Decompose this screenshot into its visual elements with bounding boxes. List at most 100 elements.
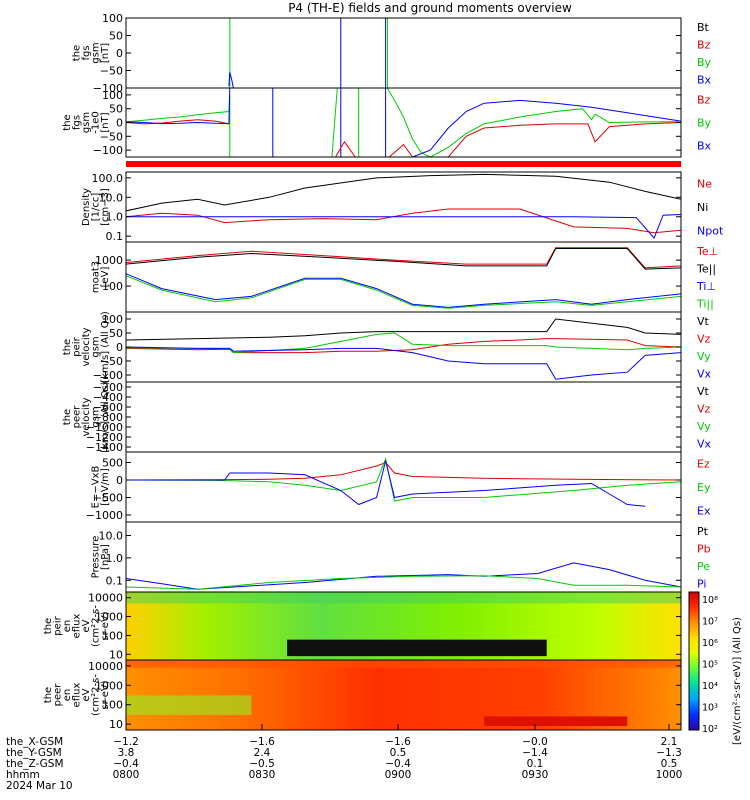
y-tick-label: 1000 bbox=[95, 679, 123, 692]
series-line-3 bbox=[126, 275, 681, 309]
red-strip bbox=[126, 161, 681, 167]
heatmap-low-flux-region bbox=[126, 695, 252, 715]
series-line-10 bbox=[447, 122, 681, 157]
panel-peer-velocity: −200−400−600−800−1000−1200−1400 thepeerve… bbox=[62, 381, 712, 454]
panel-density: 100.0 10.0 1.0 0.1 Density[1/cc][cm−3] Ne Ni Np… bbox=[81, 171, 724, 243]
y-axis-label: sr-eV) bbox=[100, 611, 111, 640]
series-line-2 bbox=[126, 460, 646, 507]
heatmap-high-energy-band bbox=[126, 592, 681, 604]
legend-entry: Ne bbox=[697, 178, 712, 191]
legend-entry: Ti|| bbox=[696, 297, 714, 310]
series-group bbox=[126, 88, 681, 157]
y-tick-label: 50 bbox=[109, 103, 123, 116]
colorbar-label: [eV/(cm²·s·sr·eV)] (All Qs) bbox=[732, 617, 743, 745]
series-line-3 bbox=[126, 346, 681, 380]
y-tick-label: 0.1 bbox=[106, 574, 124, 587]
y-tick-label: 1.0 bbox=[106, 211, 124, 224]
x-row-value: −1.6 bbox=[385, 736, 411, 748]
x-row-label: the_Y-GSM bbox=[6, 747, 62, 759]
legend-entry: Pt bbox=[697, 525, 709, 538]
colorbar-tick-label: 10⁶ bbox=[702, 638, 718, 649]
y-tick-label: −600 bbox=[93, 401, 123, 414]
legend-entry: Bz bbox=[697, 38, 711, 51]
y-tick-label: 100 bbox=[102, 313, 123, 326]
y-tick-label: 100 bbox=[102, 280, 123, 293]
legend-entry: Bz bbox=[697, 94, 711, 107]
series-line-4 bbox=[331, 88, 360, 157]
y-axis-label: -1e0 bbox=[91, 111, 102, 134]
panel-background bbox=[126, 18, 681, 88]
legend-entry: Vy bbox=[697, 420, 711, 433]
y-axis-label: peir bbox=[72, 336, 83, 356]
y-axis-label: E=−VxB bbox=[91, 466, 102, 509]
legend-entry: Te⊥ bbox=[696, 245, 718, 258]
x-row-value: 1000 bbox=[656, 769, 683, 781]
series-line-6 bbox=[386, 88, 431, 157]
series-line-2 bbox=[126, 332, 681, 354]
y-axis-label: the bbox=[62, 114, 73, 130]
y-tick-label: 0 bbox=[116, 474, 123, 487]
heatmap-overlay bbox=[126, 592, 681, 657]
series-group bbox=[126, 173, 681, 239]
x-row-value: −1.6 bbox=[249, 736, 275, 748]
y-tick-label: 100 bbox=[102, 629, 123, 642]
y-axis-label: [1/cc] bbox=[91, 193, 102, 222]
y-tick-label: −1000 bbox=[86, 509, 123, 522]
y-tick-label: −100 bbox=[93, 369, 123, 382]
y-tick-label: 10.0 bbox=[99, 191, 124, 204]
panel-background bbox=[126, 452, 681, 522]
y-tick-label: 1.0 bbox=[106, 552, 124, 565]
legend-entry: Npot bbox=[697, 224, 724, 237]
colorbar-tick-label: 10² bbox=[702, 724, 718, 735]
y-tick-label: −50 bbox=[100, 130, 123, 143]
y-axis-label: [nT] bbox=[100, 112, 111, 132]
y-tick-label: 0.1 bbox=[106, 230, 124, 243]
legend-entry: Pi bbox=[697, 577, 706, 590]
panel-background bbox=[126, 88, 681, 157]
series-group bbox=[228, 18, 388, 88]
y-axis-label: fgs bbox=[81, 45, 92, 60]
x-row-value: −1.4 bbox=[522, 747, 548, 759]
legend-entry: Ex bbox=[697, 504, 711, 517]
series-line-9 bbox=[430, 108, 681, 157]
series-group bbox=[126, 457, 681, 507]
series-line-2 bbox=[126, 88, 274, 157]
x-row-value: 0.1 bbox=[527, 758, 544, 770]
legend-entry: Bt bbox=[697, 21, 710, 34]
y-tick-label: 500 bbox=[102, 457, 123, 470]
legend-entry: Te|| bbox=[696, 262, 716, 275]
legend-entry: Pb bbox=[697, 542, 711, 555]
heatmap-intense-band bbox=[484, 716, 628, 727]
panel-peer-spectrogram: 10000 1000 100 10 thepeerenefluxeV(cm²2-s-sr… bbox=[43, 659, 682, 731]
x-row-value: −0.4 bbox=[385, 758, 411, 770]
legend-entry: Bx bbox=[697, 73, 712, 86]
x-row-value: 0900 bbox=[385, 769, 412, 781]
y-axis-label: the bbox=[62, 339, 73, 355]
colorbar-bar bbox=[688, 591, 700, 731]
y-axis-label: [nPa] bbox=[100, 544, 111, 570]
y-axis-label: sr-eV) bbox=[100, 680, 111, 709]
panel-peir-spectrogram: 10000 1000 100 10 thepeirenefluxeV(cm²2-s-sr… bbox=[43, 591, 682, 661]
y-axis-label: gsm bbox=[91, 42, 102, 63]
legend-entry: Pe bbox=[697, 560, 710, 573]
legend-entry: Vz bbox=[697, 332, 711, 345]
y-tick-label: 100 bbox=[102, 89, 123, 102]
panel-pressure: 10.0 1.0 0.1 Pressure[nPa] Pt Pb Pe Pi bbox=[91, 521, 711, 593]
x-date-label: 2024 Mar 10 bbox=[6, 780, 73, 792]
y-axis-label: eflux bbox=[72, 614, 83, 639]
heatmap-dark-band bbox=[287, 639, 547, 657]
series-group bbox=[126, 247, 681, 309]
legend-entry: Vx bbox=[697, 437, 712, 450]
x-row-value: −1.2 bbox=[113, 736, 139, 748]
y-tick-label: 10 bbox=[109, 718, 123, 731]
panels: 100500−50−100thefgsgsm[nT]BtBzByBx100500… bbox=[43, 12, 724, 731]
y-axis-label: eV bbox=[81, 619, 92, 632]
y-axis-label: [km/s] (All Qs) bbox=[100, 311, 111, 383]
y-tick-label: −200 bbox=[93, 381, 123, 394]
legend-entry: Vx bbox=[697, 367, 712, 380]
y-axis-label: en bbox=[62, 689, 73, 702]
colorbar: 10⁸ 10⁷ 10⁶ 10⁵ 10⁴ 10³ 10² [eV/(cm²·s·sr·eV)] … bbox=[688, 591, 743, 745]
panel-background bbox=[126, 522, 681, 592]
